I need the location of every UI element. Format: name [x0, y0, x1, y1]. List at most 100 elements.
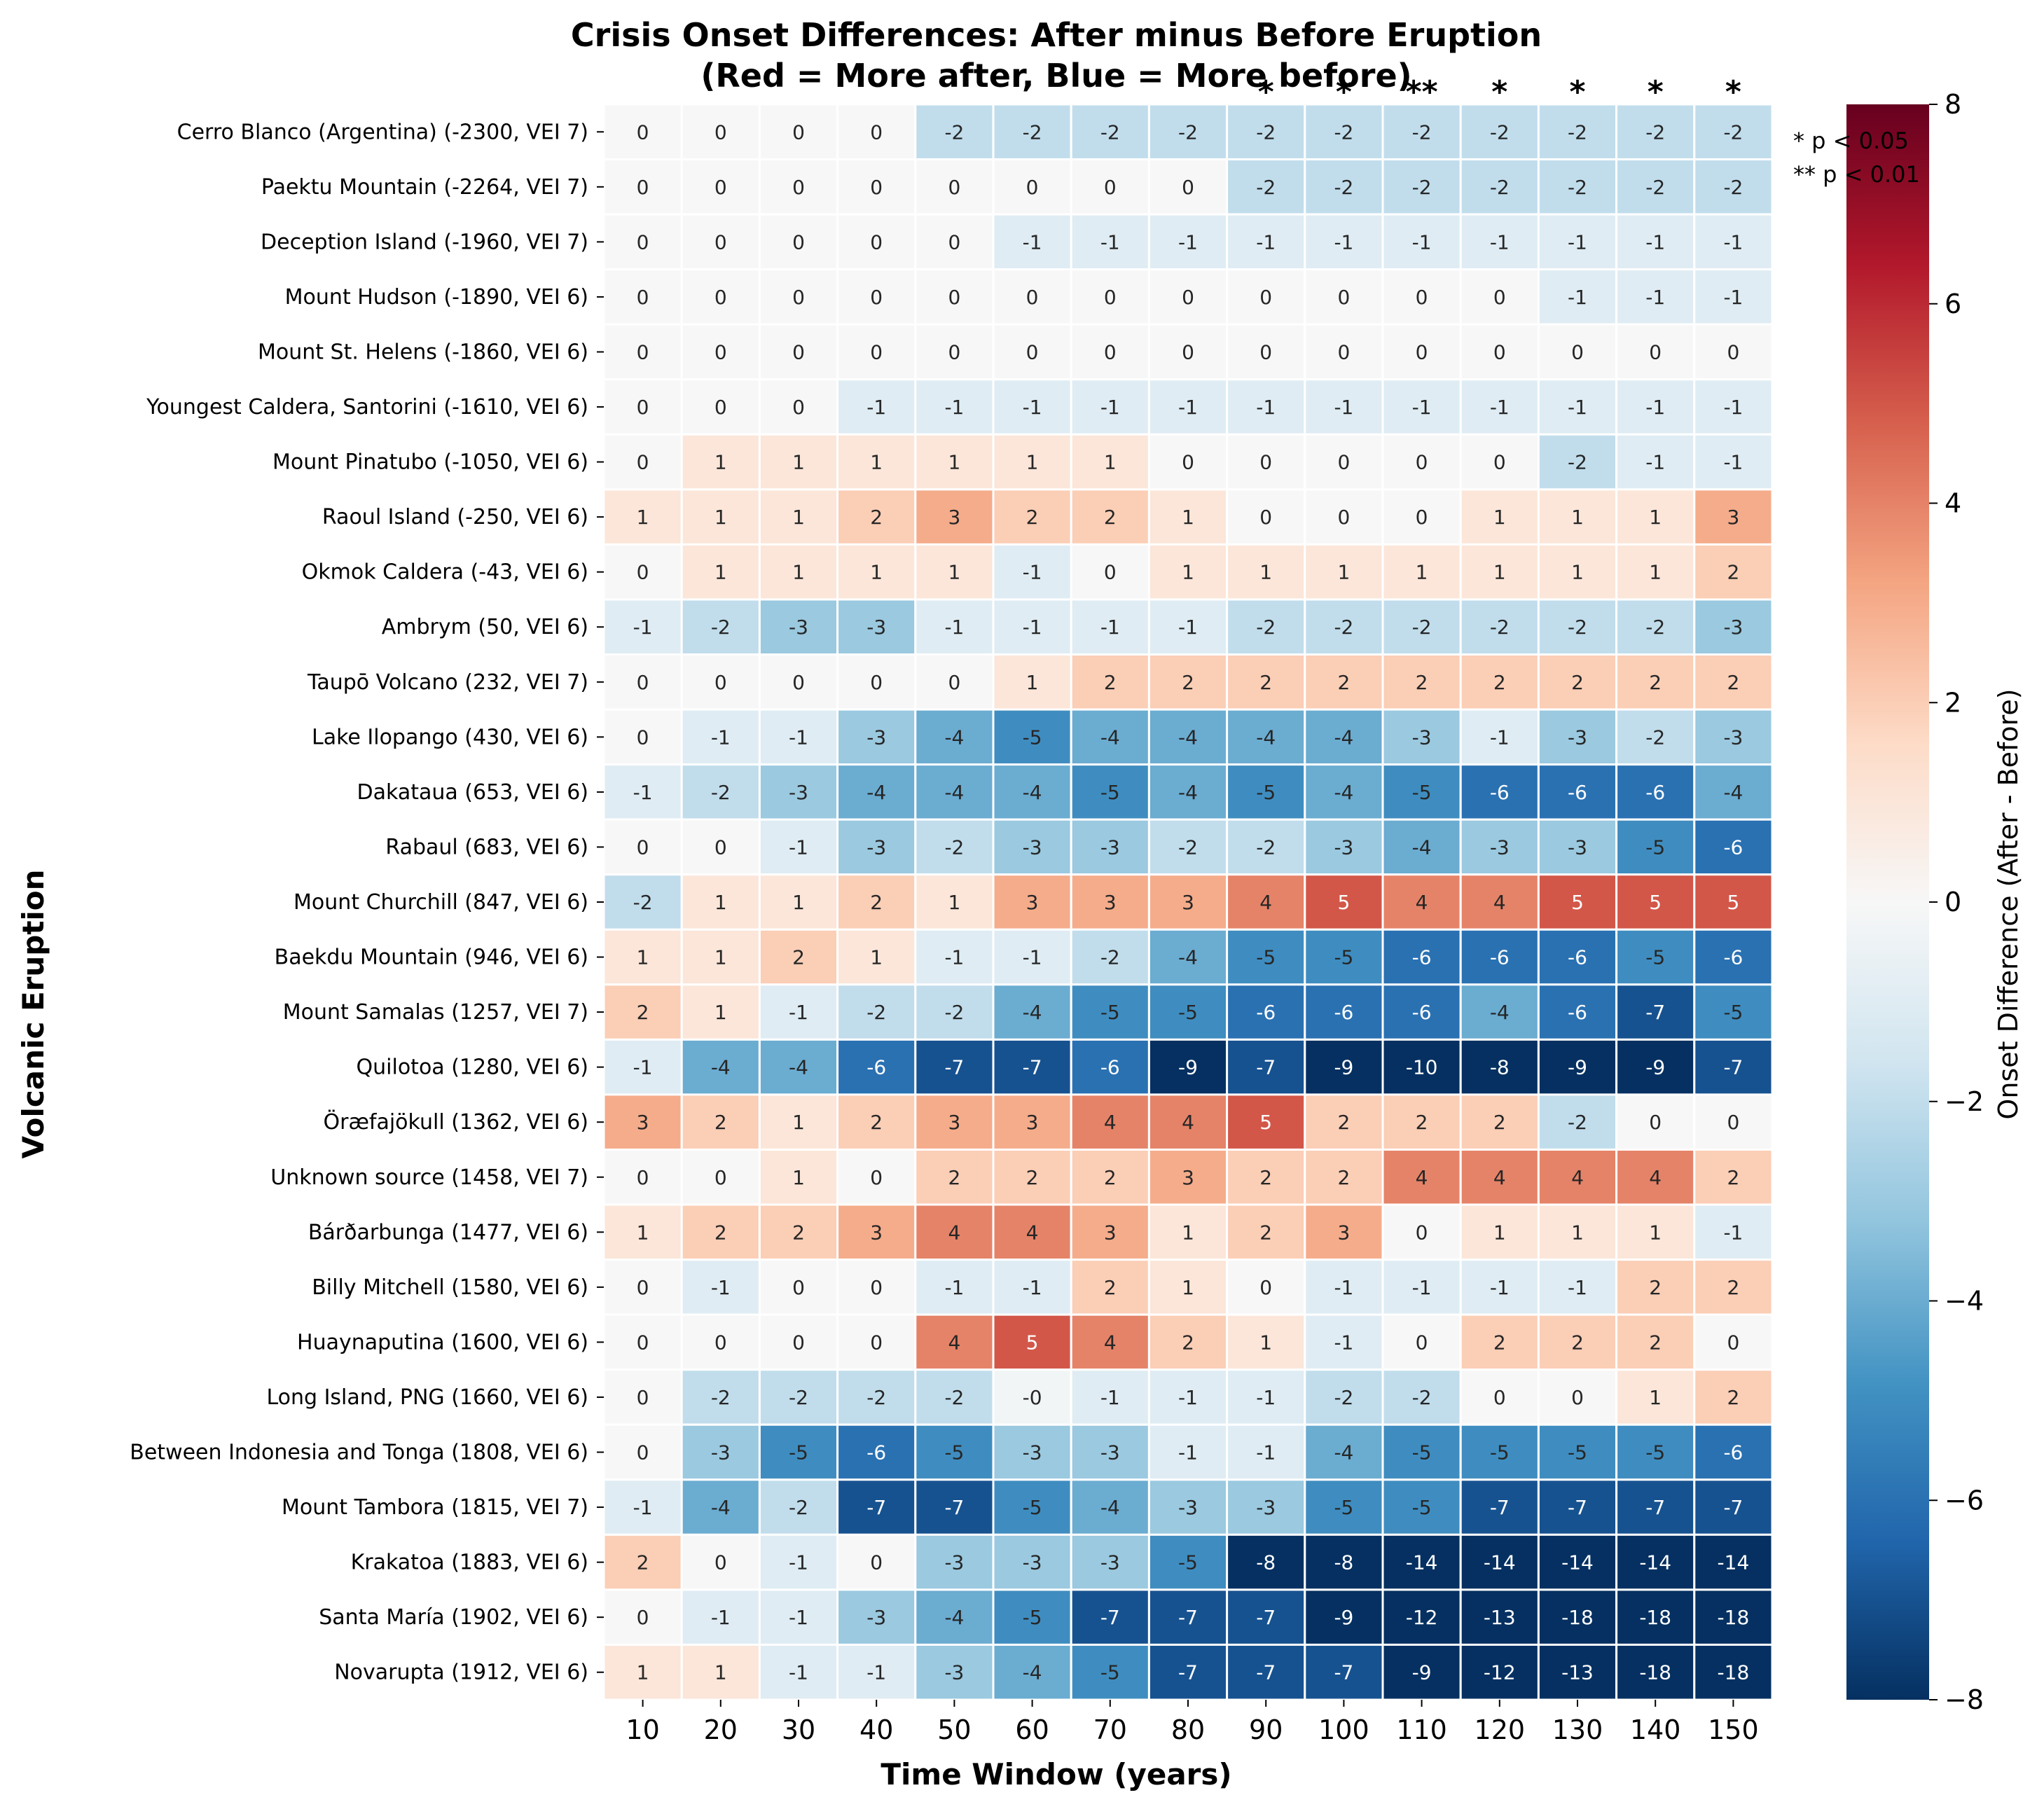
- y-tick-label: Lake Ilopango (430, VEI 6): [312, 725, 588, 749]
- heatmap-cell: [1537, 323, 1618, 381]
- heatmap-cell: [1693, 1313, 1774, 1371]
- heatmap-cell: [1459, 323, 1540, 381]
- heatmap-cell: [1070, 158, 1150, 216]
- cell-value-label: -1: [1023, 396, 1042, 419]
- heatmap-cell: [1459, 983, 1540, 1041]
- cell-value-label: 1: [1259, 561, 1272, 584]
- cell-value-label: -2: [944, 120, 964, 144]
- cell-value-label: -18: [1718, 1661, 1750, 1684]
- cell-value-label: 0: [714, 1551, 727, 1574]
- cell-value-label: -1: [789, 1606, 808, 1629]
- heatmap-cell: [1070, 1368, 1150, 1426]
- cell-value-label: -4: [1334, 726, 1353, 749]
- cell-value-label: 1: [1104, 451, 1117, 474]
- cell-value-label: -3: [1023, 1441, 1042, 1464]
- cell-value-label: -2: [944, 836, 964, 859]
- cell-value-label: -7: [1256, 1056, 1276, 1079]
- cell-value-label: 1: [792, 506, 805, 529]
- x-tick-label: 140: [1630, 1714, 1681, 1745]
- cell-value-label: 1: [637, 946, 649, 969]
- cell-value-label: -4: [1723, 781, 1743, 804]
- cell-value-label: -1: [789, 836, 808, 859]
- cell-value-label: -3: [711, 1441, 731, 1464]
- y-tick-label: Mount St. Helens (-1860, VEI 6): [258, 340, 588, 364]
- cell-value-label: -1: [1334, 396, 1353, 419]
- heatmap-cell: [1381, 983, 1462, 1041]
- cell-value-label: -3: [1023, 836, 1042, 859]
- cell-value-label: 1: [1649, 1221, 1662, 1244]
- cell-value-label: 0: [1571, 1386, 1584, 1409]
- cell-value-label: -18: [1639, 1661, 1671, 1684]
- cell-value-label: 2: [1727, 1166, 1739, 1189]
- heatmap-cell: [1304, 1203, 1384, 1261]
- cell-value-label: -5: [1256, 781, 1276, 804]
- cell-value-label: 0: [637, 1606, 649, 1629]
- cell-value-label: 4: [1493, 1166, 1506, 1189]
- cell-value-label: -1: [789, 726, 808, 749]
- heatmap-cell: [1304, 1533, 1384, 1591]
- heatmap-cell: [914, 1038, 995, 1096]
- cell-value-label: -1: [1178, 230, 1198, 254]
- cell-value-label: -2: [633, 891, 653, 914]
- cell-value-label: -1: [711, 726, 731, 749]
- cell-value-label: -4: [1100, 1496, 1120, 1519]
- cell-value-label: 0: [792, 671, 805, 694]
- cell-value-label: 2: [792, 1221, 805, 1244]
- heatmap-cell: [758, 1423, 839, 1481]
- heatmap-cell: [1615, 1203, 1696, 1261]
- significance-marker: *: [1648, 74, 1664, 110]
- cell-value-label: 0: [1416, 1221, 1428, 1244]
- cell-value-label: -1: [1568, 286, 1587, 309]
- cell-value-label: 1: [1493, 561, 1506, 584]
- significance-marker: *: [1491, 74, 1507, 110]
- cell-value-label: 4: [1104, 1111, 1117, 1134]
- cell-value-label: 0: [637, 340, 649, 363]
- heatmap-cell: [1459, 103, 1540, 161]
- heatmap-cell: [914, 433, 995, 491]
- cell-value-label: 1: [1493, 1221, 1506, 1244]
- cell-value-label: 2: [1182, 1331, 1194, 1354]
- heatmap-cell: [1070, 653, 1150, 711]
- heatmap-cell: [758, 1313, 839, 1371]
- cell-value-label: 2: [792, 946, 805, 969]
- cell-value-label: -7: [1256, 1661, 1276, 1684]
- y-tick-label: Between Indonesia and Tonga (1808, VEI 6…: [130, 1441, 588, 1465]
- cell-value-label: -2: [1023, 120, 1042, 144]
- heatmap-cell: [1693, 433, 1774, 491]
- cell-value-label: 2: [714, 1221, 727, 1244]
- cell-value-label: 3: [1727, 506, 1739, 529]
- cell-value-label: 0: [637, 1386, 649, 1409]
- heatmap-cell: [1459, 1643, 1540, 1701]
- cell-value-label: -6: [1645, 781, 1665, 804]
- cell-value-label: 1: [792, 891, 805, 914]
- cell-value-label: 2: [1026, 506, 1039, 529]
- cell-value-label: 2: [637, 1001, 649, 1024]
- heatmap-cell: [1070, 1259, 1150, 1316]
- heatmap-cell: [1693, 708, 1774, 766]
- cell-value-label: 0: [637, 1331, 649, 1354]
- x-tick-label: 120: [1475, 1714, 1526, 1745]
- cell-value-label: 4: [1416, 1166, 1428, 1189]
- heatmap-cell: [1070, 1533, 1150, 1591]
- cell-value-label: 0: [714, 1331, 727, 1354]
- cell-value-label: 0: [1104, 340, 1117, 363]
- y-tick-label: Novarupta (1912, VEI 6): [334, 1661, 588, 1685]
- cell-value-label: 0: [637, 836, 649, 859]
- heatmap-cell: [680, 818, 761, 876]
- cell-value-label: 3: [948, 506, 960, 529]
- heatmap-cell: [1226, 983, 1306, 1041]
- x-tick-label: 80: [1171, 1714, 1205, 1745]
- heatmap-cell: [1537, 708, 1618, 766]
- cell-value-label: 1: [870, 946, 883, 969]
- heatmap-cell: [1226, 873, 1306, 931]
- heatmap-cell: [992, 433, 1072, 491]
- heatmap-cell: [992, 213, 1072, 271]
- cell-value-label: -2: [1645, 120, 1665, 144]
- cell-value-label: -14: [1406, 1551, 1438, 1574]
- heatmap-cell: [836, 598, 917, 656]
- cell-value-label: -7: [866, 1496, 886, 1519]
- y-tick-label: Krakatoa (1883, VEI 6): [351, 1551, 588, 1575]
- cell-value-label: -2: [1645, 176, 1665, 199]
- cell-value-label: 0: [1182, 451, 1194, 474]
- cell-value-label: -1: [944, 946, 964, 969]
